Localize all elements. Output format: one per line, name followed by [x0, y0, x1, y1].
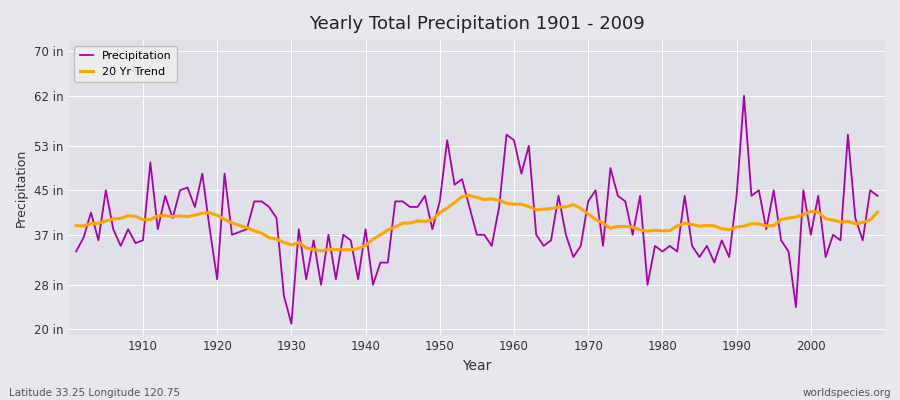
20 Yr Trend [130, 214, 141, 219]
Title: Yearly Total Precipitation 1901 - 2009: Yearly Total Precipitation 1901 - 2009 [309, 15, 644, 33]
Precipitation [739, 93, 750, 98]
Text: worldspecies.org: worldspecies.org [803, 388, 891, 398]
Precipitation [286, 321, 297, 326]
Precipitation [605, 166, 616, 170]
20 Yr Trend [316, 248, 327, 253]
20 Yr Trend [516, 202, 526, 206]
20 Yr Trend [524, 204, 535, 209]
Precipitation [872, 194, 883, 198]
Y-axis label: Precipitation: Precipitation [15, 148, 28, 227]
Precipitation [516, 171, 526, 176]
Legend: Precipitation, 20 Yr Trend: Precipitation, 20 Yr Trend [75, 46, 177, 82]
Precipitation [508, 138, 519, 143]
Line: 20 Yr Trend: 20 Yr Trend [76, 195, 878, 251]
Line: Precipitation: Precipitation [76, 96, 878, 324]
20 Yr Trend [464, 193, 475, 198]
20 Yr Trend [346, 247, 356, 252]
Precipitation [301, 277, 311, 282]
Precipitation [130, 241, 141, 246]
Precipitation [346, 238, 356, 243]
20 Yr Trend [71, 223, 82, 228]
20 Yr Trend [872, 210, 883, 214]
20 Yr Trend [293, 240, 304, 245]
Text: Latitude 33.25 Longitude 120.75: Latitude 33.25 Longitude 120.75 [9, 388, 180, 398]
20 Yr Trend [613, 224, 624, 229]
X-axis label: Year: Year [463, 359, 491, 373]
Precipitation [71, 249, 82, 254]
